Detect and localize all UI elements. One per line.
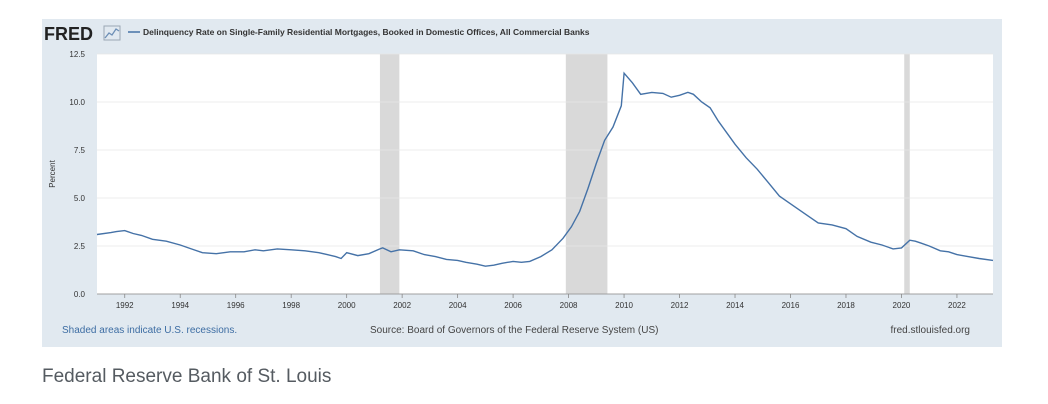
x-tick-label: 2002 (393, 301, 411, 310)
recession-band-1 (565, 54, 608, 294)
x-tick-label: 2004 (449, 301, 467, 310)
chart-icon (103, 25, 121, 41)
x-tick-label: 1998 (282, 301, 300, 310)
y-tick-label: 2.5 (74, 242, 86, 251)
series-line (96, 71, 994, 267)
x-tick-label: 2010 (615, 301, 633, 310)
fred-url[interactable]: fred.stlouisfed.org (891, 325, 971, 336)
fred-logo: FRED (44, 24, 93, 44)
x-tick-label: 2014 (726, 301, 744, 310)
y-tick-label: 0.0 (74, 290, 86, 299)
x-tick-label: 2008 (560, 301, 578, 310)
x-tick-labels: 1992 1994 1996 1998 2000 2002 2004 2006 2008 2010… (116, 294, 966, 310)
x-tick-label: 1992 (116, 301, 134, 310)
y-axis-label: Percent (48, 159, 57, 187)
x-tick-label: 1994 (171, 301, 189, 310)
recession-bands (379, 54, 910, 294)
x-tick-label: 2018 (837, 301, 855, 310)
x-tick-label: 2006 (504, 301, 522, 310)
caption: Federal Reserve Bank of St. Louis (42, 366, 332, 387)
recession-note: Shaded areas indicate U.S. recessions. (62, 325, 237, 336)
x-tick-label: 2012 (671, 301, 689, 310)
x-tick-label: 2016 (782, 301, 800, 310)
x-tick-label: 1996 (227, 301, 245, 310)
y-tick-label: 7.5 (74, 146, 86, 155)
x-tick-label: 2022 (948, 301, 966, 310)
y-tick-label: 12.5 (69, 50, 85, 59)
x-tick-label: 2020 (893, 301, 911, 310)
x-tick-label: 2000 (338, 301, 356, 310)
y-tick-labels: 0.0 2.5 5.0 7.5 10.0 12.5 (69, 50, 85, 299)
y-tick-label: 5.0 (74, 194, 86, 203)
chart-frame: FRED Delinquency Rate on Single-Family R… (42, 19, 1002, 347)
source-note: Source: Board of Governors of the Federa… (370, 325, 658, 336)
y-tick-label: 10.0 (69, 98, 85, 107)
plot-area (97, 54, 993, 294)
recession-band-0 (379, 54, 400, 294)
recession-band-2 (904, 54, 910, 294)
chart-svg: FRED Delinquency Rate on Single-Family R… (44, 24, 994, 336)
chart-title: Delinquency Rate on Single-Family Reside… (143, 27, 590, 37)
